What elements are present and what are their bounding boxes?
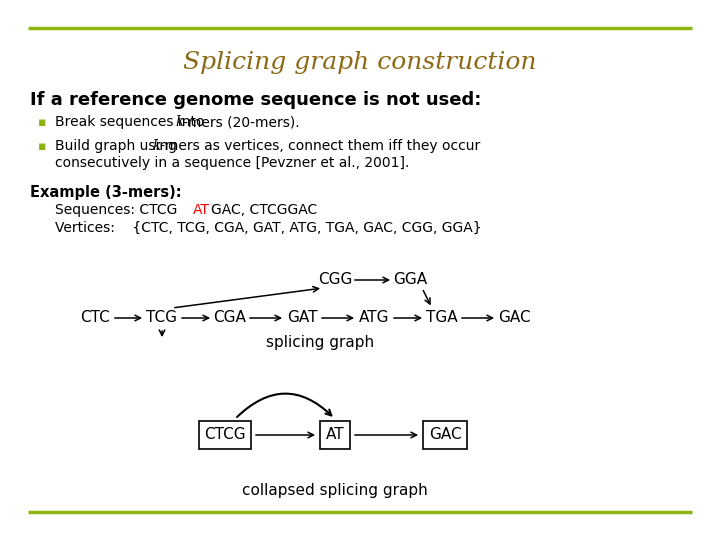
Text: ▪: ▪ [37,116,46,129]
Text: -mers as vertices, connect them iff they occur: -mers as vertices, connect them iff they… [160,139,480,153]
Text: Splicing graph construction: Splicing graph construction [184,51,536,73]
Text: AT: AT [193,203,210,217]
Text: If a reference genome sequence is not used:: If a reference genome sequence is not us… [30,91,482,109]
Text: CTC: CTC [80,310,110,326]
Text: TCG: TCG [146,310,178,326]
Text: AT: AT [325,428,344,442]
Text: CGA: CGA [214,310,246,326]
Text: ▪: ▪ [37,139,46,152]
FancyBboxPatch shape [423,421,467,449]
Text: Vertices:    {CTC, TCG, CGA, GAT, ATG, TGA, GAC, CGG, GGA}: Vertices: {CTC, TCG, CGA, GAT, ATG, TGA,… [55,221,482,235]
Text: Sequences: CTCG: Sequences: CTCG [55,203,177,217]
Text: CGG: CGG [318,273,352,287]
Text: GAC: GAC [498,310,531,326]
Text: Break sequences into: Break sequences into [55,115,209,129]
Text: splicing graph: splicing graph [266,334,374,349]
FancyBboxPatch shape [199,421,251,449]
FancyBboxPatch shape [320,421,350,449]
Text: Build graph using: Build graph using [55,139,181,153]
Text: CTCG: CTCG [204,428,246,442]
Text: k: k [175,115,184,129]
Text: consecutively in a sequence [Pevzner et al., 2001].: consecutively in a sequence [Pevzner et … [55,156,410,170]
Text: GGA: GGA [393,273,427,287]
Text: GAC, CTCGGAC: GAC, CTCGGAC [211,203,318,217]
Text: TGA: TGA [426,310,458,326]
Text: Example (3-mers):: Example (3-mers): [30,185,181,199]
Text: GAT: GAT [287,310,318,326]
Text: collapsed splicing graph: collapsed splicing graph [242,483,428,497]
Text: GAC: GAC [428,428,462,442]
Text: k: k [152,139,161,153]
Text: -mers (20-mers).: -mers (20-mers). [183,115,300,129]
Text: ATG: ATG [359,310,390,326]
